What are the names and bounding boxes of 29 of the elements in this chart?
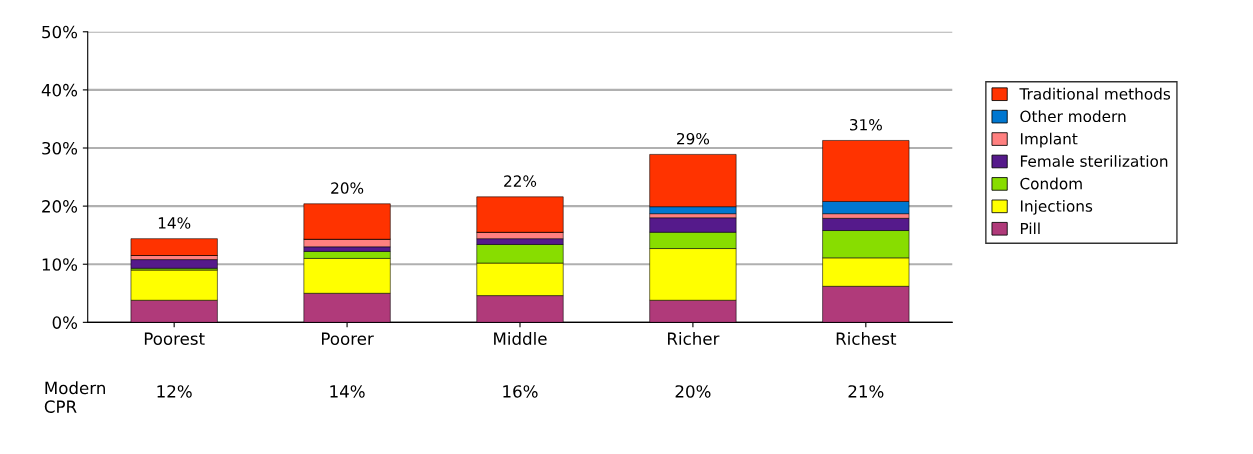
y-tick-label: 50%: [42, 25, 78, 39]
text: 16%: [503, 385, 538, 398]
x-tick-label: Richer: [668, 332, 720, 345]
total-label: 31%: [850, 118, 882, 131]
legend-label: Injections: [1020, 199, 1093, 215]
y-tick-label: 40%: [41, 83, 78, 97]
total-label: 22%: [504, 175, 537, 187]
y-tick-label: 10%: [42, 258, 78, 271]
total-label: 29%: [677, 132, 710, 145]
x-tick-label: Poorest: [144, 332, 205, 345]
text: 21%: [848, 385, 884, 398]
text: 14%: [330, 385, 365, 398]
legend-label: Pill: [1020, 222, 1040, 235]
x-tick-label: Richest: [836, 332, 897, 345]
legend-label: Traditional methods: [1019, 87, 1171, 100]
legend-label: Implant: [1020, 132, 1078, 148]
total-label: 20%: [331, 182, 364, 194]
text: 12%: [157, 385, 192, 398]
legend-label: Female sterilization: [1020, 155, 1168, 167]
text: 20%: [675, 385, 711, 398]
total-label: 14%: [158, 217, 191, 229]
text: Modern CPR: [44, 381, 105, 413]
x-tick-label: Middle: [494, 332, 547, 345]
x-tick-label: Poorer: [322, 332, 374, 345]
y-tick-label: 0%: [52, 316, 78, 329]
y-tick-label: 30%: [42, 141, 78, 155]
y-tick-label: 20%: [42, 200, 78, 213]
legend-label: Condom: [1020, 177, 1082, 190]
legend-label: Other modern: [1020, 110, 1126, 123]
